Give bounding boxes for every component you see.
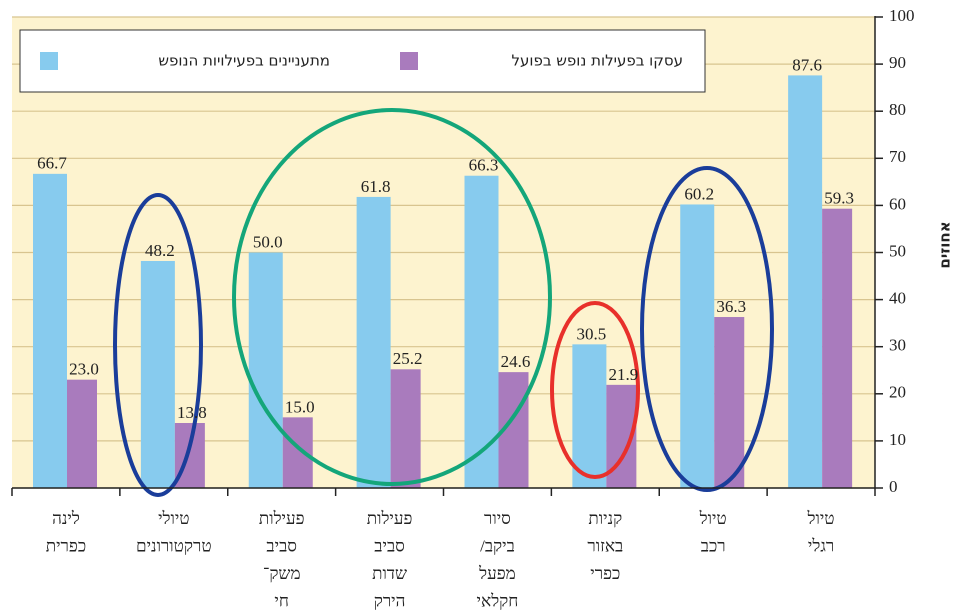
- x-tick-label: חקלאי: [477, 591, 519, 610]
- y-tick-label: 0: [889, 477, 898, 496]
- highlight-ellipse: [113, 193, 203, 497]
- bar: [282, 417, 313, 488]
- y-tick-label: 60: [889, 194, 906, 213]
- x-tick-label: טיולי: [158, 509, 190, 528]
- value-label: 21.9: [609, 365, 639, 384]
- x-tick-label: לינה: [52, 509, 80, 528]
- value-label: 36.3: [716, 297, 746, 316]
- y-tick-label: 50: [889, 241, 906, 260]
- y-tick-label: 100: [889, 6, 915, 25]
- x-tick-label: טרקטורונים: [136, 536, 212, 555]
- x-tick-label: כפרית: [46, 536, 86, 555]
- bar: [390, 369, 421, 488]
- y-tick-label: 40: [889, 289, 906, 308]
- x-tick-label: ביקב/: [480, 536, 515, 555]
- y-axis-label: אחוזים: [936, 221, 954, 268]
- x-tick-label: סיור: [484, 509, 511, 528]
- highlight-ellipse: [232, 108, 552, 486]
- bar: [680, 204, 715, 488]
- x-tick-label: משק־: [263, 564, 301, 583]
- legend: מתעניינים בפעילויות הנופש עסקו בפעילות נו…: [40, 52, 683, 70]
- y-tick-label: 10: [889, 430, 906, 449]
- x-tick-label: סביב: [374, 536, 405, 555]
- x-tick-label: הירק: [374, 591, 406, 610]
- value-label: 50.0: [253, 232, 283, 251]
- x-tick-label: טיול: [807, 509, 835, 528]
- value-label: 23.0: [69, 360, 99, 379]
- value-label: 66.3: [469, 156, 499, 175]
- value-label: 87.6: [792, 55, 822, 74]
- x-tick-label: קניות: [588, 509, 622, 528]
- value-label: 61.8: [361, 177, 391, 196]
- bar: [33, 173, 67, 488]
- value-label: 15.0: [285, 397, 315, 416]
- legend-swatch: [40, 52, 58, 70]
- value-label: 48.2: [145, 241, 175, 260]
- x-tick-label: פעילות: [367, 509, 413, 528]
- bar: [356, 196, 391, 488]
- highlight-ellipse: [640, 166, 774, 492]
- value-label: 25.2: [393, 349, 423, 368]
- legend-label: מתעניינים בפעילויות הנופש: [158, 52, 330, 70]
- bar: [714, 317, 745, 488]
- value-label: 60.2: [684, 184, 714, 203]
- x-tick-label: כפרי: [590, 564, 620, 583]
- y-tick-label: 70: [889, 147, 906, 166]
- x-tick-label: רכב: [701, 536, 726, 555]
- y-tick-label: 90: [889, 53, 906, 72]
- value-label: 24.6: [501, 352, 531, 371]
- y-tick-label: 80: [889, 100, 906, 119]
- x-tick-label: פעילות: [259, 509, 305, 528]
- x-tick-label: חי: [274, 591, 289, 610]
- bar: [572, 344, 607, 488]
- value-label: 13.8: [177, 403, 207, 422]
- value-label: 66.7: [37, 154, 67, 173]
- x-tick-label: מפעל: [478, 564, 516, 583]
- bar: [822, 208, 853, 488]
- x-tick-label: טיול: [699, 509, 727, 528]
- x-tick-label: רגלי: [808, 536, 834, 555]
- bar: [788, 75, 823, 489]
- highlight-ellipse: [550, 301, 640, 479]
- legend-swatch: [400, 52, 418, 70]
- y-tick-label: 20: [889, 383, 906, 402]
- x-tick-label: סביב: [266, 536, 297, 555]
- x-tick-label: באזור: [587, 536, 623, 555]
- bar: [140, 260, 175, 488]
- x-tick-label: שדות: [372, 564, 407, 583]
- value-label: 30.5: [577, 324, 607, 343]
- legend-box: [19, 29, 706, 93]
- bar: [67, 379, 97, 488]
- bars: [33, 75, 853, 489]
- bar: [248, 252, 283, 488]
- bar: [464, 175, 499, 489]
- y-tick-label: 30: [889, 336, 906, 355]
- value-label: 59.3: [824, 189, 854, 208]
- legend-label: עסקו בפעילות נופש בפועל: [511, 52, 683, 70]
